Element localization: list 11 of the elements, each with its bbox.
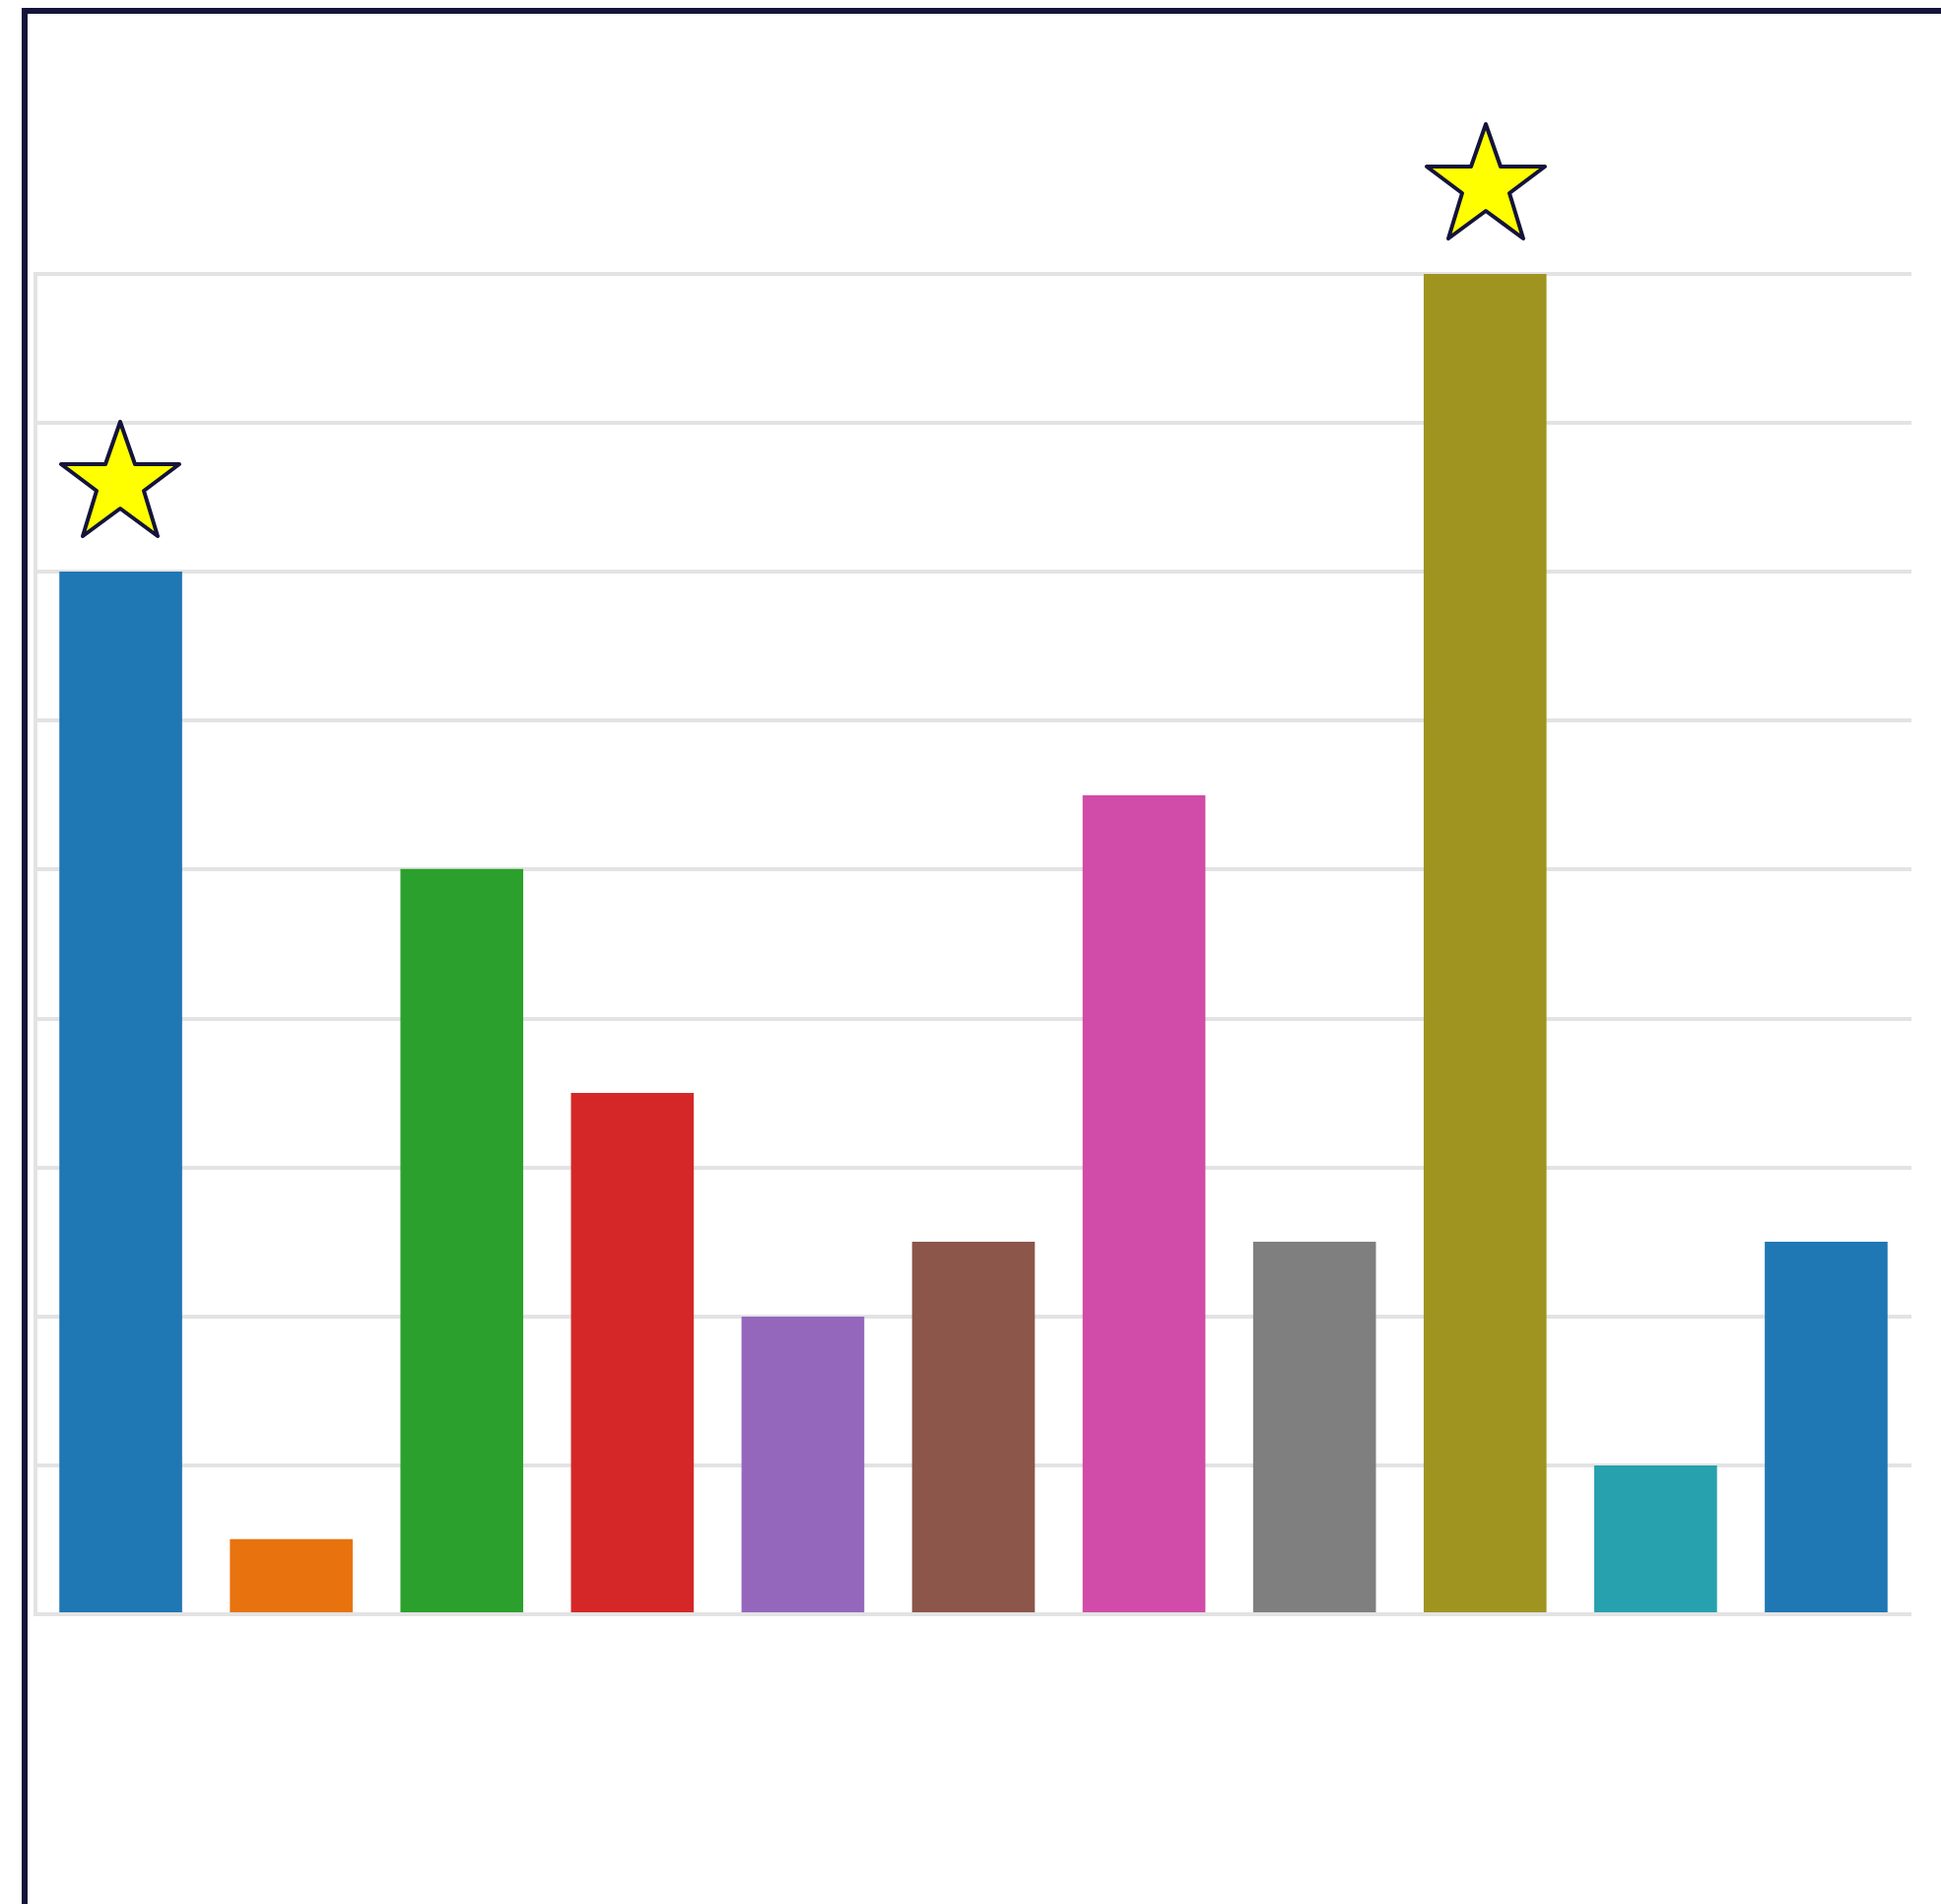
- bar: [1252, 1241, 1376, 1612]
- bar: [911, 1241, 1036, 1612]
- bar: [400, 868, 524, 1612]
- bar: [1594, 1465, 1717, 1612]
- bar: [59, 571, 182, 1612]
- bar: [741, 1317, 865, 1612]
- bar: [1082, 795, 1206, 1612]
- bar: [1765, 1241, 1888, 1612]
- bar: [230, 1538, 353, 1612]
- bar: [570, 1092, 695, 1612]
- bar: [1423, 274, 1547, 1612]
